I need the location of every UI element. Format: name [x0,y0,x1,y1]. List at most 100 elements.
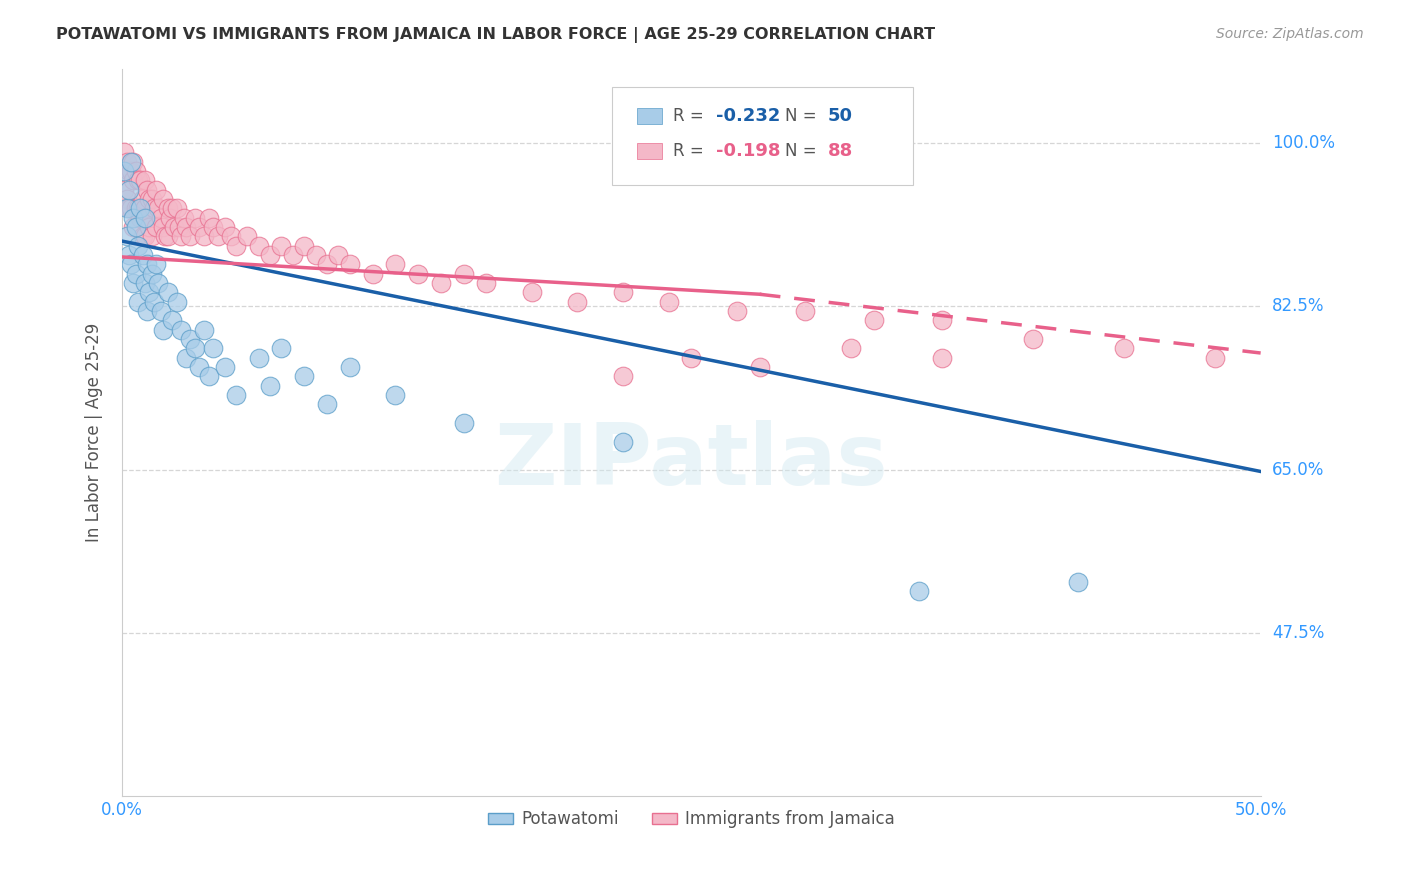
Point [214,220,236,235]
Point [122,211,145,225]
Point [207,229,229,244]
Text: N =: N = [785,107,821,125]
Point [292,239,315,253]
Point [681,351,703,365]
Point [166,202,188,216]
Point [339,257,361,271]
Point [361,267,384,281]
Point [179,229,201,244]
Point [131,229,153,244]
Point [159,211,181,225]
Point [259,248,281,262]
Point [156,229,179,244]
Point [247,239,270,253]
Point [188,220,211,235]
Point [149,304,172,318]
Bar [637,143,662,159]
Point [160,202,183,216]
Point [152,323,174,337]
Point [270,342,292,356]
Text: R =: R = [673,142,709,160]
Point [184,211,207,225]
Point [129,173,152,187]
Point [225,388,247,402]
Point [145,220,167,235]
Point [142,294,165,309]
Text: -0.198: -0.198 [717,142,780,160]
Point [174,220,197,235]
Point [138,192,160,206]
Point [115,154,138,169]
Point [141,267,163,281]
Point [156,285,179,300]
Point [221,229,243,244]
Point [193,323,215,337]
Point [115,229,138,244]
Text: 50: 50 [828,107,853,125]
Point [520,285,543,300]
Point [1112,342,1135,356]
Point [304,248,326,262]
Point [149,211,172,225]
Point [118,248,141,262]
Point [174,351,197,365]
Point [612,369,634,384]
Point [120,257,142,271]
Text: 100.0%: 100.0% [1272,134,1334,153]
Point [136,211,159,225]
Text: 82.5%: 82.5% [1272,297,1324,316]
Text: 65.0%: 65.0% [1272,460,1324,479]
Text: 88: 88 [828,142,853,160]
Point [173,211,195,225]
Point [1022,332,1045,346]
Point [384,388,406,402]
Point [134,211,156,225]
Point [931,351,953,365]
Legend: Potawatomi, Immigrants from Jamaica: Potawatomi, Immigrants from Jamaica [481,804,901,835]
Point [129,211,152,225]
Point [122,276,145,290]
Point [430,276,453,290]
Point [127,202,149,216]
Point [1204,351,1226,365]
Point [384,257,406,271]
Point [129,202,152,216]
Point [197,211,219,225]
Point [862,313,884,327]
Point [115,202,138,216]
Point [122,173,145,187]
Point [145,183,167,197]
Point [125,164,148,178]
Point [170,323,193,337]
Point [152,220,174,235]
Point [453,267,475,281]
Point [908,583,931,598]
Point [839,342,862,356]
Point [193,229,215,244]
Point [127,173,149,187]
Point [134,276,156,290]
Point [328,248,350,262]
Point [136,304,159,318]
Point [125,220,148,235]
Text: N =: N = [785,142,821,160]
Point [931,313,953,327]
Point [1067,574,1090,589]
Point [148,276,170,290]
Point [197,369,219,384]
Point [475,276,498,290]
Point [142,202,165,216]
Text: POTAWATOMI VS IMMIGRANTS FROM JAMAICA IN LABOR FORCE | AGE 25-29 CORRELATION CHA: POTAWATOMI VS IMMIGRANTS FROM JAMAICA IN… [56,27,935,43]
Point [120,164,142,178]
Point [316,397,339,411]
Point [125,267,148,281]
Point [148,202,170,216]
Point [156,202,179,216]
Point [406,267,429,281]
Point [118,164,141,178]
Point [131,192,153,206]
Point [748,359,770,374]
Point [136,183,159,197]
Point [141,192,163,206]
Bar [637,108,662,124]
